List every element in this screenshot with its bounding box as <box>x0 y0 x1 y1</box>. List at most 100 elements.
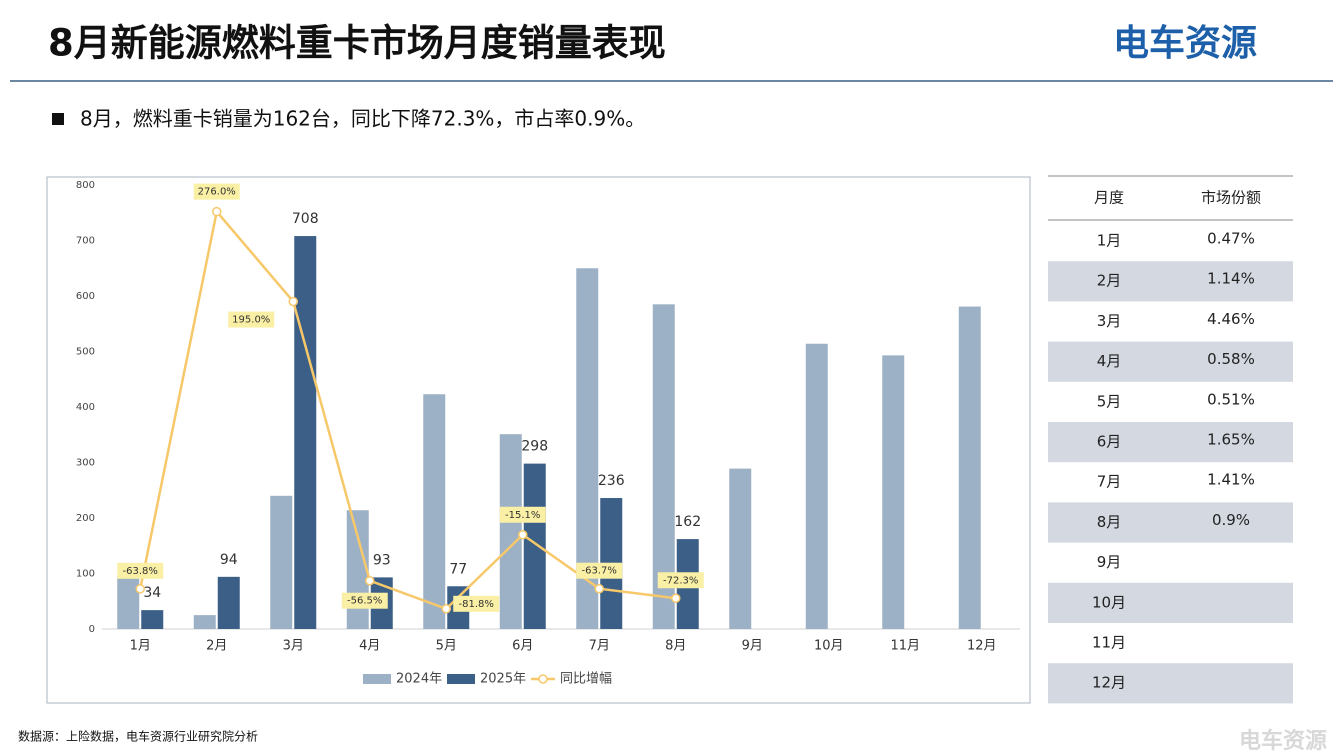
line-point <box>671 593 681 604</box>
legend-swatch <box>538 674 548 684</box>
table-cell: 3月 <box>1097 312 1122 330</box>
table-cell: 5月 <box>1097 392 1122 410</box>
table-row-bg <box>1048 502 1293 543</box>
y-tick-label: 100 <box>76 569 95 580</box>
bar-value-label: 93 <box>373 552 391 568</box>
bar <box>652 304 675 629</box>
table-row-bg <box>1048 261 1293 302</box>
table-cell: 7月 <box>1097 473 1122 491</box>
bar-value-label: 708 <box>292 211 319 227</box>
table-cell: 11月 <box>1092 634 1126 652</box>
table-header: 市场份额 <box>1201 189 1261 207</box>
legend-swatch <box>363 674 391 684</box>
line-value-label: 276.0% <box>198 187 236 198</box>
x-tick-label: 12月 <box>967 639 997 654</box>
line-point <box>212 206 222 217</box>
line-point <box>441 604 451 614</box>
line-value-label: -63.7% <box>582 566 617 577</box>
table-cell: 4.46% <box>1207 310 1255 328</box>
line-point <box>288 296 298 307</box>
label-box <box>576 562 623 579</box>
bar <box>882 355 905 629</box>
table-cell: 12月 <box>1092 674 1126 692</box>
logo: 电车资源 <box>1113 23 1257 64</box>
note: 8月，燃料重卡销量为162台，同比下降72.3%，市占率0.9%。 <box>80 107 645 131</box>
table-cell: 0.47% <box>1207 230 1255 248</box>
x-tick-label: 7月 <box>589 639 610 654</box>
title: 8月新能源燃料重卡市场月度销量表现 <box>48 22 666 65</box>
line <box>139 208 676 611</box>
table-cell: 4月 <box>1097 352 1122 370</box>
bar <box>294 236 317 629</box>
y-tick-label: 400 <box>76 402 95 413</box>
bar <box>217 576 240 629</box>
y-tick-label: 500 <box>76 347 95 358</box>
x-tick-label: 10月 <box>814 639 844 654</box>
line-value-label: -72.3% <box>663 575 698 586</box>
table-cell: 1.41% <box>1207 471 1255 489</box>
y-tick-label: 800 <box>76 180 95 191</box>
bar <box>958 306 981 629</box>
table-cell: 0.51% <box>1207 390 1255 408</box>
line-point <box>135 584 145 594</box>
table-header: 月度 <box>1094 189 1124 207</box>
bar <box>499 434 522 629</box>
bar-value-label: 162 <box>674 514 701 530</box>
table-cell: 8月 <box>1097 513 1122 531</box>
label-box <box>499 506 546 523</box>
bar <box>805 343 828 629</box>
table-cell: 6月 <box>1097 433 1122 451</box>
table-cell: 10月 <box>1092 593 1126 611</box>
table-row-bg <box>1048 663 1293 704</box>
line-value-label: -15.1% <box>505 510 540 521</box>
x-tick-label: 8月 <box>665 639 686 654</box>
table-cell: 0.9% <box>1212 511 1250 529</box>
label-box <box>453 595 500 612</box>
bar <box>729 468 752 629</box>
bar-value-label: 34 <box>143 585 161 601</box>
table-row-bg <box>1048 422 1293 463</box>
x-tick-label: 4月 <box>359 639 380 654</box>
table-cell: 0.58% <box>1207 350 1255 368</box>
line-point <box>518 530 528 540</box>
bar-value-label: 298 <box>521 439 548 455</box>
source: 数据源：上险数据，电车资源行业研究院分析 <box>18 729 258 744</box>
x-tick-label: 11月 <box>890 639 920 654</box>
line-value-label: -56.5% <box>347 596 382 607</box>
bar <box>523 463 546 629</box>
bar <box>141 610 164 629</box>
bar <box>576 268 599 629</box>
table-cell: 2月 <box>1097 272 1122 290</box>
line-point <box>365 575 375 586</box>
y-tick-label: 700 <box>76 236 95 247</box>
label-box <box>657 572 704 589</box>
x-tick-label: 6月 <box>512 639 533 654</box>
chart-frame <box>46 176 1031 704</box>
table-cell: 1.14% <box>1207 270 1255 288</box>
y-tick-label: 0 <box>89 624 95 635</box>
table-cell: 9月 <box>1097 553 1122 571</box>
table-cell: 1月 <box>1097 232 1122 250</box>
label-box <box>117 562 164 579</box>
y-tick-label: 600 <box>76 291 95 302</box>
x-tick-label: 1月 <box>130 639 151 654</box>
bar-value-label: 94 <box>220 552 238 568</box>
bar <box>117 576 140 629</box>
x-tick-label: 5月 <box>436 639 457 654</box>
bar <box>270 495 293 629</box>
bar-value-label: 236 <box>598 473 625 489</box>
watermark: 电车资源 <box>1239 728 1327 754</box>
line-value-label: 195.0% <box>232 315 270 326</box>
label-box <box>193 183 240 200</box>
line-value-label: -81.8% <box>459 599 494 610</box>
legend-swatch <box>447 674 475 684</box>
x-tick-label: 9月 <box>742 639 763 654</box>
bar <box>193 615 216 629</box>
x-tick-label: 3月 <box>283 639 304 654</box>
legend-label: 2025年 <box>480 672 526 687</box>
table-row-bg <box>1048 341 1293 382</box>
bar-value-label: 77 <box>449 561 467 577</box>
y-tick-label: 200 <box>76 513 95 524</box>
x-tick-label: 2月 <box>206 639 227 654</box>
